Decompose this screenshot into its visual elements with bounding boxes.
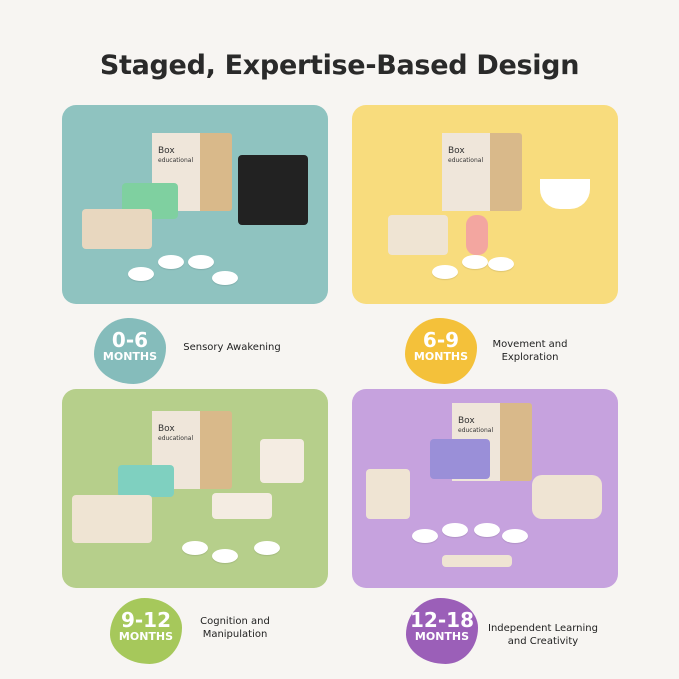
- box-brand: Box: [158, 424, 175, 434]
- age-range: 9-12: [120, 608, 172, 632]
- box-brand: Box: [448, 146, 465, 156]
- spinning-drum-toy: [82, 209, 152, 249]
- box-sub: educational: [458, 427, 494, 434]
- stage-description: Sensory Awakening: [183, 342, 281, 353]
- age-range: 0-6: [111, 328, 149, 352]
- age-badge-0-6: 0-6 MONTHS: [94, 318, 166, 384]
- box-sub: educational: [158, 435, 194, 442]
- stage-panel-9-12: Box educational: [62, 389, 328, 588]
- stacking-rings: [466, 215, 488, 255]
- box-brand: Box: [158, 146, 175, 156]
- age-range: 12-18: [410, 608, 474, 632]
- age-badge-12-18: 12-18 MONTHS: [406, 598, 478, 664]
- ball-drop-toy: [72, 495, 152, 543]
- stage-description: Independent Learning and Creativity: [488, 623, 598, 647]
- age-unit: MONTHS: [102, 350, 158, 363]
- page-title: Staged, Expertise-Based Design: [99, 50, 580, 81]
- age-unit: MONTHS: [118, 630, 174, 643]
- box-sub: educational: [158, 157, 194, 164]
- flash-card-box: [118, 465, 174, 497]
- stage-panel-0-6: Box educational: [62, 105, 328, 304]
- shape-sorter: [212, 493, 272, 519]
- box-sub: educational: [448, 157, 484, 164]
- box-brand: Box: [458, 416, 475, 426]
- tissue-box-toy: [260, 439, 304, 483]
- puzzle-board: [442, 555, 512, 567]
- product-box: Box educational: [442, 133, 522, 211]
- age-badge-6-9: 6-9 MONTHS: [405, 318, 477, 384]
- stage-panel-6-9: Box educational: [352, 105, 618, 304]
- stage-panel-12-18: Box educational: [352, 389, 618, 588]
- age-unit: MONTHS: [413, 350, 469, 363]
- flash-card-box: [430, 439, 490, 479]
- basket: [540, 179, 590, 209]
- contrast-cards: [238, 155, 308, 225]
- stage-description: Movement and Exploration: [492, 339, 568, 363]
- age-unit: MONTHS: [414, 630, 470, 643]
- busy-cube: [366, 469, 410, 519]
- stage-description: Cognition and Manipulation: [200, 616, 270, 640]
- age-range: 6-9: [422, 328, 460, 352]
- age-badge-9-12: 9-12 MONTHS: [110, 598, 182, 664]
- object-permanence-box: [388, 215, 448, 255]
- pound-ball-toy: [532, 475, 602, 519]
